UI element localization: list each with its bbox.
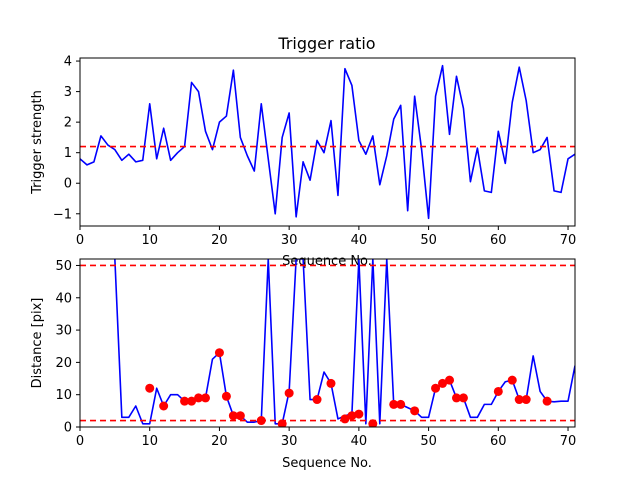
distance-data-point	[180, 396, 190, 406]
trigger-ratio-xtick-label: 70	[560, 233, 577, 248]
distance-data-point	[389, 399, 399, 409]
trigger-ratio-xtick-label: 40	[351, 233, 368, 248]
distance-data-point	[410, 406, 420, 416]
trigger-ratio-xtick-label: 10	[141, 233, 158, 248]
distance-data-point	[235, 411, 245, 421]
trigger-ratio-xtick-label: 60	[490, 233, 507, 248]
distance-data-point	[214, 348, 224, 358]
distance-data-point	[458, 393, 468, 403]
distance-data-point	[145, 383, 155, 393]
distance-data-point	[347, 411, 357, 421]
trigger-ratio-ytick-label: −1	[53, 207, 72, 222]
trigger-ratio-marks	[80, 64, 575, 220]
distance-data-point	[277, 419, 287, 427]
distance-data-point	[368, 419, 378, 427]
distance-marks	[80, 259, 575, 427]
distance-xtick-label: 40	[351, 434, 368, 449]
trigger-ratio-ytick-label: 3	[64, 85, 72, 100]
distance-ytick-label: 40	[55, 291, 72, 306]
distance-data-point	[354, 409, 364, 419]
distance-data-point	[431, 383, 441, 393]
distance-data-point	[194, 393, 204, 403]
distance-data-point	[493, 386, 503, 396]
trigger-ratio-xtick-label: 20	[211, 233, 228, 248]
distance-xtick-label: 70	[560, 434, 577, 449]
trigger-ratio-ytick-label: 1	[64, 146, 72, 161]
distance-ylabel: Distance [pix]	[30, 298, 45, 389]
distance-ytick-label: 50	[55, 259, 72, 274]
distance-ticks: 0 10 20 30 40 50 60 70 0 10 20 30 40 50	[55, 259, 576, 449]
distance-xtick-label: 20	[211, 434, 228, 449]
distance-xtick-label: 10	[141, 434, 158, 449]
distance-data-point	[256, 416, 266, 426]
distance-xtick-label: 0	[76, 434, 84, 449]
distance-xtick-label: 50	[420, 434, 437, 449]
distance-data-point	[451, 393, 461, 403]
distance-data-point	[438, 378, 448, 388]
distance-xtick-label: 30	[281, 434, 298, 449]
distance-ytick-label: 10	[55, 388, 72, 403]
distance-xtick-label: 60	[490, 434, 507, 449]
distance-axes-frame	[79, 258, 576, 428]
distance-data-point	[221, 391, 231, 401]
distance-data-point	[340, 414, 350, 424]
trigger-ratio-series-line	[80, 64, 575, 220]
distance-data-point	[542, 396, 552, 406]
distance-data-point	[396, 399, 406, 409]
distance-data-point	[514, 395, 524, 405]
distance-data-point	[159, 401, 169, 411]
distance-data-point	[228, 411, 238, 421]
distance-data-point	[507, 375, 517, 385]
trigger-ratio-xtick-label: 0	[76, 233, 84, 248]
trigger-ratio-ytick-label: 0	[64, 177, 72, 192]
distance-data-point	[521, 395, 531, 405]
trigger-ratio-ticks: 0 10 20 30 40 50 60 70 −1 0 1 2 3 4	[53, 55, 576, 248]
trigger-ratio-title: Trigger ratio	[277, 34, 375, 53]
distance-ytick-label: 20	[55, 356, 72, 371]
trigger-ratio-xtick-label: 50	[420, 233, 437, 248]
trigger-ratio-ylabel: Trigger strength	[30, 90, 45, 195]
distance-data-point	[326, 378, 336, 388]
distance-data-point	[312, 395, 322, 405]
distance-xlabel: Sequence No.	[282, 456, 372, 471]
distance-ytick-label: 0	[64, 421, 72, 436]
trigger-ratio-ytick-label: 2	[64, 116, 72, 131]
trigger-ratio-xtick-label: 30	[281, 233, 298, 248]
distance-data-point	[445, 375, 455, 385]
trigger-ratio-axes-frame	[79, 57, 576, 227]
distance-data-point	[200, 393, 210, 403]
distance-ytick-label: 30	[55, 324, 72, 339]
trigger-ratio-ytick-label: 4	[64, 55, 72, 70]
distance-data-point	[284, 388, 294, 398]
distance-data-point	[187, 396, 197, 406]
